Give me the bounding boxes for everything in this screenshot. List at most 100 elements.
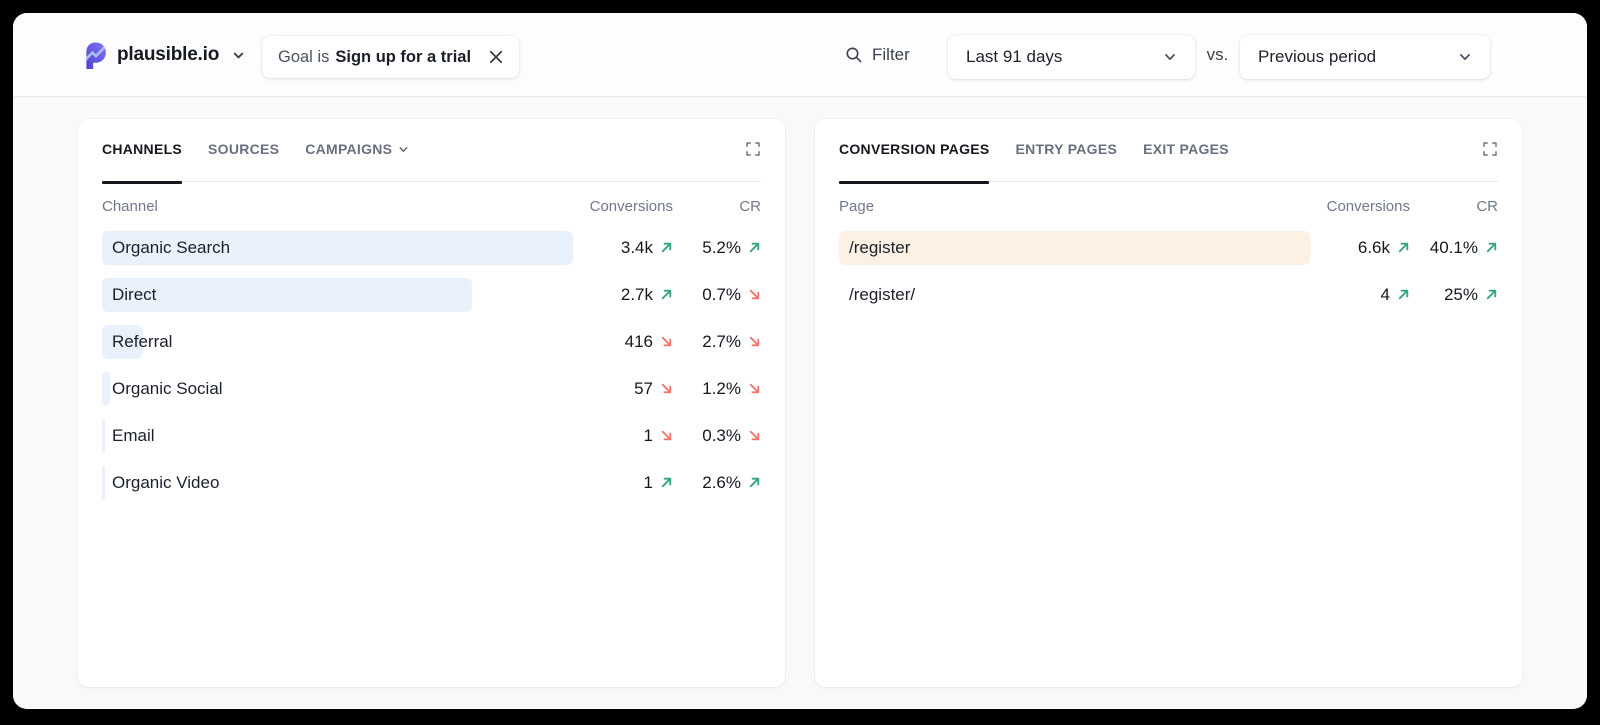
conversions-value: 6.6k bbox=[1357, 237, 1390, 257]
chevron-down-icon bbox=[399, 146, 408, 152]
goal-filter-value: Sign up for a trial bbox=[335, 47, 472, 66]
row-label[interactable]: Email bbox=[112, 425, 155, 445]
pages-rows: /register 6.6k 40.1% /register/ 4 25% bbox=[839, 224, 1498, 318]
conversions-value: 416 bbox=[624, 331, 653, 351]
tab-entry-pages[interactable]: ENTRY PAGES bbox=[1015, 141, 1118, 157]
table-row[interactable]: Organic Social 57 1.2% bbox=[102, 365, 761, 412]
trend-down-icon bbox=[748, 382, 761, 395]
table-row[interactable]: Referral 416 2.7% bbox=[102, 318, 761, 365]
value-bar bbox=[102, 465, 105, 500]
row-label[interactable]: Referral bbox=[112, 331, 173, 351]
cr-value: 0.3% bbox=[702, 425, 741, 445]
cr-value: 5.2% bbox=[702, 237, 741, 257]
plausible-logo-icon bbox=[83, 41, 108, 70]
conversions-value: 57 bbox=[634, 378, 653, 398]
comparison-value: Previous period bbox=[1258, 47, 1377, 66]
date-range-select[interactable]: Last 91 days bbox=[948, 35, 1195, 79]
filter-label: Filter bbox=[872, 45, 910, 64]
vs-label: vs. bbox=[1206, 45, 1229, 64]
table-row[interactable]: /register/ 4 25% bbox=[839, 271, 1498, 318]
column-page: Page bbox=[839, 198, 875, 215]
trend-up-icon bbox=[1485, 288, 1498, 301]
row-label[interactable]: Organic Search bbox=[112, 237, 231, 257]
cr-value: 40.1% bbox=[1429, 237, 1478, 257]
cr-value: 1.2% bbox=[702, 378, 741, 398]
dashboard-canvas: plausible.io Goal is Sign up for a trial… bbox=[13, 13, 1587, 709]
conversions-value: 1 bbox=[643, 472, 653, 492]
tab-campaigns[interactable]: CAMPAIGNS bbox=[305, 141, 409, 157]
comparison-select[interactable]: Previous period bbox=[1240, 35, 1490, 79]
trend-up-icon bbox=[748, 241, 761, 254]
search-icon bbox=[845, 46, 863, 64]
conversions-value: 3.4k bbox=[620, 237, 653, 257]
tab-exit-pages[interactable]: EXIT PAGES bbox=[1143, 141, 1229, 157]
column-cr: CR bbox=[739, 198, 761, 215]
conversions-value: 2.7k bbox=[620, 284, 653, 304]
row-label[interactable]: Direct bbox=[112, 284, 157, 304]
value-bar bbox=[102, 418, 105, 453]
trend-down-icon bbox=[660, 382, 673, 395]
table-row[interactable]: Organic Search 3.4k 5.2% bbox=[102, 224, 761, 271]
trend-down-icon bbox=[748, 335, 761, 348]
goal-filter-chip[interactable]: Goal is Sign up for a trial bbox=[262, 36, 520, 78]
filter-button[interactable]: Filter bbox=[845, 13, 910, 97]
pages-column-headers: Page Conversions CR bbox=[839, 198, 1498, 215]
cr-value: 0.7% bbox=[702, 284, 741, 304]
site-switcher[interactable]: plausible.io bbox=[83, 13, 245, 97]
trend-down-icon bbox=[660, 335, 673, 348]
date-range-value: Last 91 days bbox=[966, 47, 1063, 66]
main-area: CHANNELS SOURCES CAMPAIGNS Channel Conve… bbox=[13, 97, 1587, 708]
trend-up-icon bbox=[660, 288, 673, 301]
conversions-value: 1 bbox=[643, 425, 653, 445]
column-conversions: Conversions bbox=[589, 198, 673, 215]
cr-value: 2.7% bbox=[702, 331, 741, 351]
trend-up-icon bbox=[748, 476, 761, 489]
row-label[interactable]: Organic Video bbox=[112, 472, 220, 492]
trend-up-icon bbox=[1397, 241, 1410, 254]
value-bar bbox=[102, 324, 143, 359]
tab-channels[interactable]: CHANNELS bbox=[102, 141, 183, 184]
trend-up-icon bbox=[1485, 241, 1498, 254]
table-row[interactable]: Direct 2.7k 0.7% bbox=[102, 271, 761, 318]
chevron-down-icon bbox=[1458, 50, 1472, 64]
conversions-value: 4 bbox=[1380, 284, 1390, 304]
trend-down-icon bbox=[748, 288, 761, 301]
row-label[interactable]: Organic Social bbox=[112, 378, 223, 398]
chevron-down-icon bbox=[1163, 50, 1177, 64]
channels-column-headers: Channel Conversions CR bbox=[102, 198, 761, 215]
pages-tabs: CONVERSION PAGES ENTRY PAGES EXIT PAGES bbox=[839, 141, 1498, 184]
tab-conversion-pages[interactable]: CONVERSION PAGES bbox=[839, 141, 990, 184]
row-label[interactable]: /register bbox=[849, 237, 911, 257]
expand-icon[interactable] bbox=[1482, 141, 1498, 157]
table-row[interactable]: /register 6.6k 40.1% bbox=[839, 224, 1498, 271]
table-row[interactable]: Organic Video 1 2.6% bbox=[102, 459, 761, 506]
value-bar bbox=[102, 230, 573, 265]
table-row[interactable]: Email 1 0.3% bbox=[102, 412, 761, 459]
channels-card: CHANNELS SOURCES CAMPAIGNS Channel Conve… bbox=[78, 119, 785, 687]
site-name: plausible.io bbox=[117, 44, 220, 65]
pages-card: CONVERSION PAGES ENTRY PAGES EXIT PAGES … bbox=[815, 119, 1522, 687]
tab-campaigns-label: CAMPAIGNS bbox=[305, 141, 393, 157]
expand-icon[interactable] bbox=[745, 141, 761, 157]
column-cr: CR bbox=[1476, 198, 1498, 215]
value-bar bbox=[839, 230, 1310, 265]
trend-up-icon bbox=[660, 241, 673, 254]
trend-down-icon bbox=[748, 429, 761, 442]
trend-down-icon bbox=[660, 429, 673, 442]
tab-sources[interactable]: SOURCES bbox=[208, 141, 280, 157]
column-conversions: Conversions bbox=[1326, 198, 1410, 215]
column-channel: Channel bbox=[102, 198, 158, 215]
goal-filter-prefix: Goal is bbox=[278, 47, 330, 66]
chevron-down-icon bbox=[232, 49, 245, 62]
top-bar: plausible.io Goal is Sign up for a trial… bbox=[13, 13, 1587, 97]
close-icon[interactable] bbox=[489, 50, 503, 64]
trend-up-icon bbox=[660, 476, 673, 489]
channels-tabs: CHANNELS SOURCES CAMPAIGNS bbox=[102, 141, 761, 184]
value-bar bbox=[102, 371, 110, 406]
value-bar bbox=[102, 277, 472, 312]
cr-value: 2.6% bbox=[702, 472, 741, 492]
row-label[interactable]: /register/ bbox=[849, 284, 916, 304]
cr-value: 25% bbox=[1443, 284, 1478, 304]
trend-up-icon bbox=[1397, 288, 1410, 301]
channels-rows: Organic Search 3.4k 5.2% Direct 2.7k 0.7… bbox=[102, 224, 761, 506]
